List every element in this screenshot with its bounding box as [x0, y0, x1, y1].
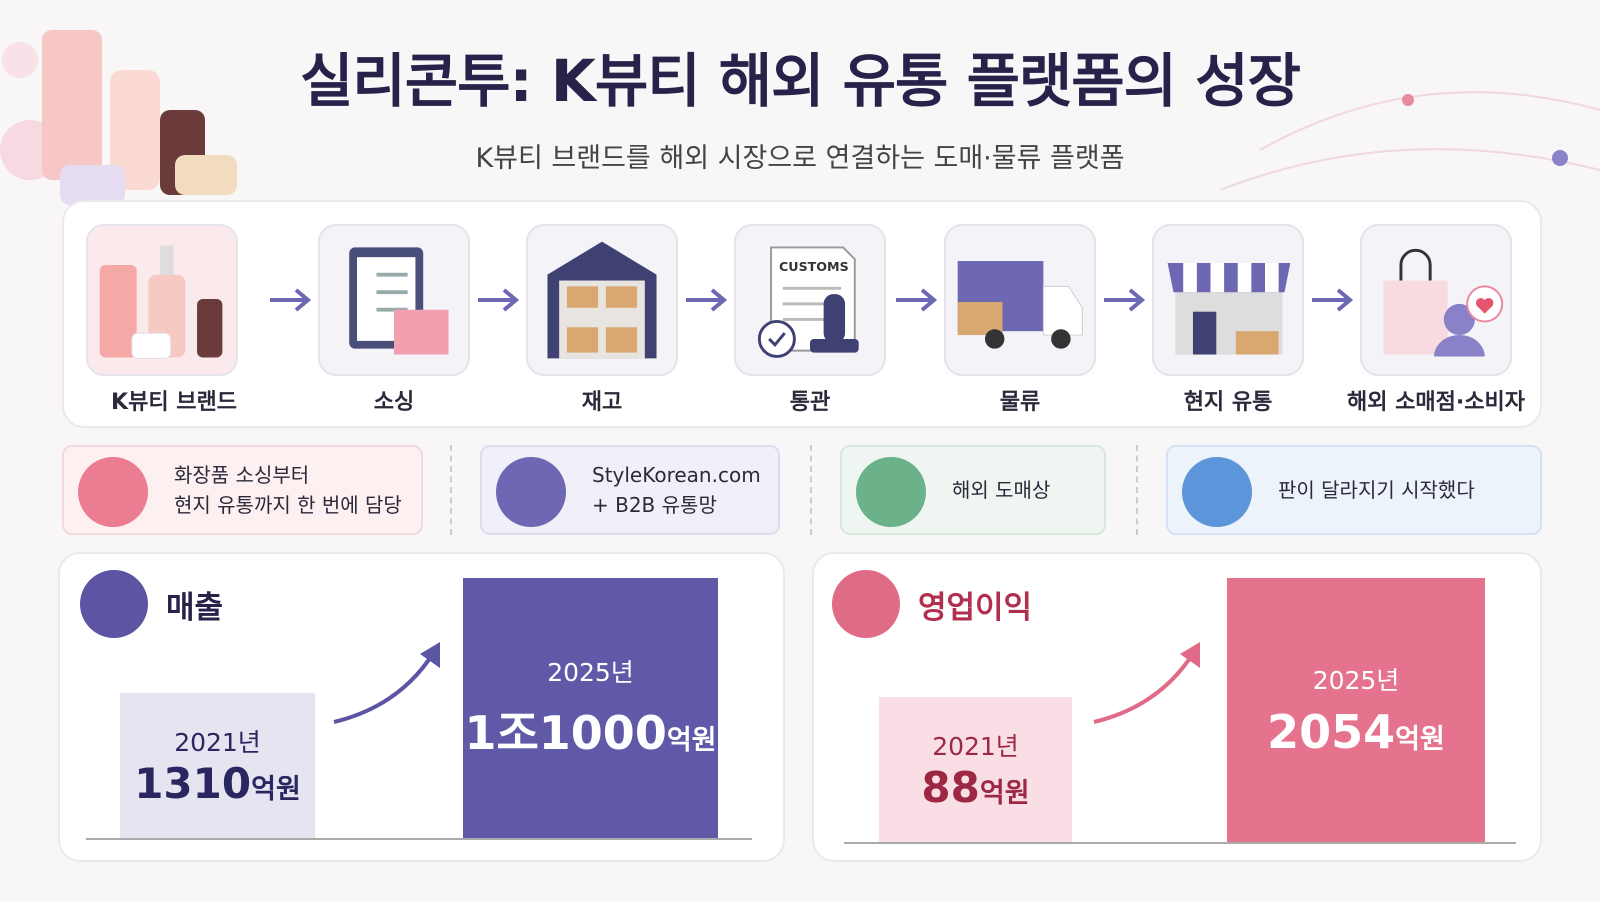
amount: 88: [921, 763, 980, 812]
unit: 억원: [979, 778, 1030, 809]
step-icon: [318, 224, 470, 376]
unit: 억원: [251, 774, 301, 805]
step-label: 해외 소매점·소비자: [1347, 390, 1525, 415]
step-icon: [86, 224, 238, 376]
panel-title: 매출: [166, 590, 224, 626]
step-label: 소싱: [373, 390, 415, 415]
feature-icon: [78, 457, 148, 527]
step-icon: [944, 224, 1096, 376]
before-box: 2021년 1310억원: [120, 693, 315, 838]
title: 실리콘투: K뷰티 해외 유통 플랫폼의 성장: [300, 47, 1301, 115]
after-box: 2025년 1조1000억원: [463, 578, 718, 838]
year: 2021년: [174, 728, 261, 757]
year: 2025년: [547, 658, 634, 687]
amount: 1310: [134, 759, 252, 808]
flow-arrow: [896, 288, 938, 312]
unit: 억원: [1395, 724, 1445, 755]
growth-arrow: [1093, 642, 1200, 724]
feature-icon: [1182, 457, 1252, 527]
flow-arrow: [1104, 288, 1146, 312]
step-label: K뷰티 브랜드: [111, 390, 237, 415]
step-label: 물류: [999, 390, 1041, 415]
feature-text: StyleKorean.com: [592, 463, 761, 487]
baseline: [86, 838, 752, 840]
growth-arrow: [333, 642, 440, 724]
separator: [1136, 445, 1138, 535]
step-label: 통관: [789, 390, 831, 415]
feature-text: 판이 달라지기 시작했다: [1278, 478, 1475, 502]
feature-text: + B2B 유통망: [592, 493, 717, 517]
feature-card: StyleKorean.com + B2B 유통망: [480, 445, 780, 535]
amount: 1조1000: [464, 706, 667, 760]
separator: [450, 445, 452, 535]
step-label: 현지 유통: [1183, 390, 1273, 415]
step-icon: [526, 224, 678, 376]
feature-icon: [856, 457, 926, 527]
feature-icon: [496, 457, 566, 527]
subtitle: K뷰티 브랜드를 해외 시장으로 연결하는 도매·물류 플랫폼: [475, 143, 1125, 174]
stamp-text: CUSTOMS: [779, 259, 849, 274]
step-icon: [1360, 224, 1512, 376]
step-label: 재고: [581, 390, 623, 415]
flow-arrow: [1312, 288, 1354, 312]
feature-text: 해외 도매상: [952, 478, 1051, 502]
step-icon: [1152, 224, 1304, 376]
feature-text: 현지 유통까지 한 번에 담당: [174, 493, 402, 517]
year: 2021년: [932, 732, 1019, 761]
year: 2025년: [1312, 666, 1400, 695]
panel-title: 영업이익: [918, 590, 1033, 626]
flow-arrow: [478, 288, 520, 312]
separator: [810, 445, 812, 535]
feature-text: 화장품 소싱부터: [174, 463, 310, 487]
unit: 억원: [666, 725, 717, 756]
before-box: 2021년 88억원: [879, 697, 1072, 842]
flow-arrow: [686, 288, 728, 312]
step-icon: CUSTOMS: [734, 224, 886, 376]
flow-arrow: [270, 288, 312, 312]
baseline: [844, 842, 1516, 844]
feature-card: 판이 달라지기 시작했다: [1166, 445, 1542, 535]
feature-card: 해외 도매상: [840, 445, 1106, 535]
amount: 2054: [1267, 705, 1396, 759]
panel-icon: [832, 570, 900, 638]
panel-icon: [80, 570, 148, 638]
after-box: 2025년 2054억원: [1227, 578, 1485, 842]
